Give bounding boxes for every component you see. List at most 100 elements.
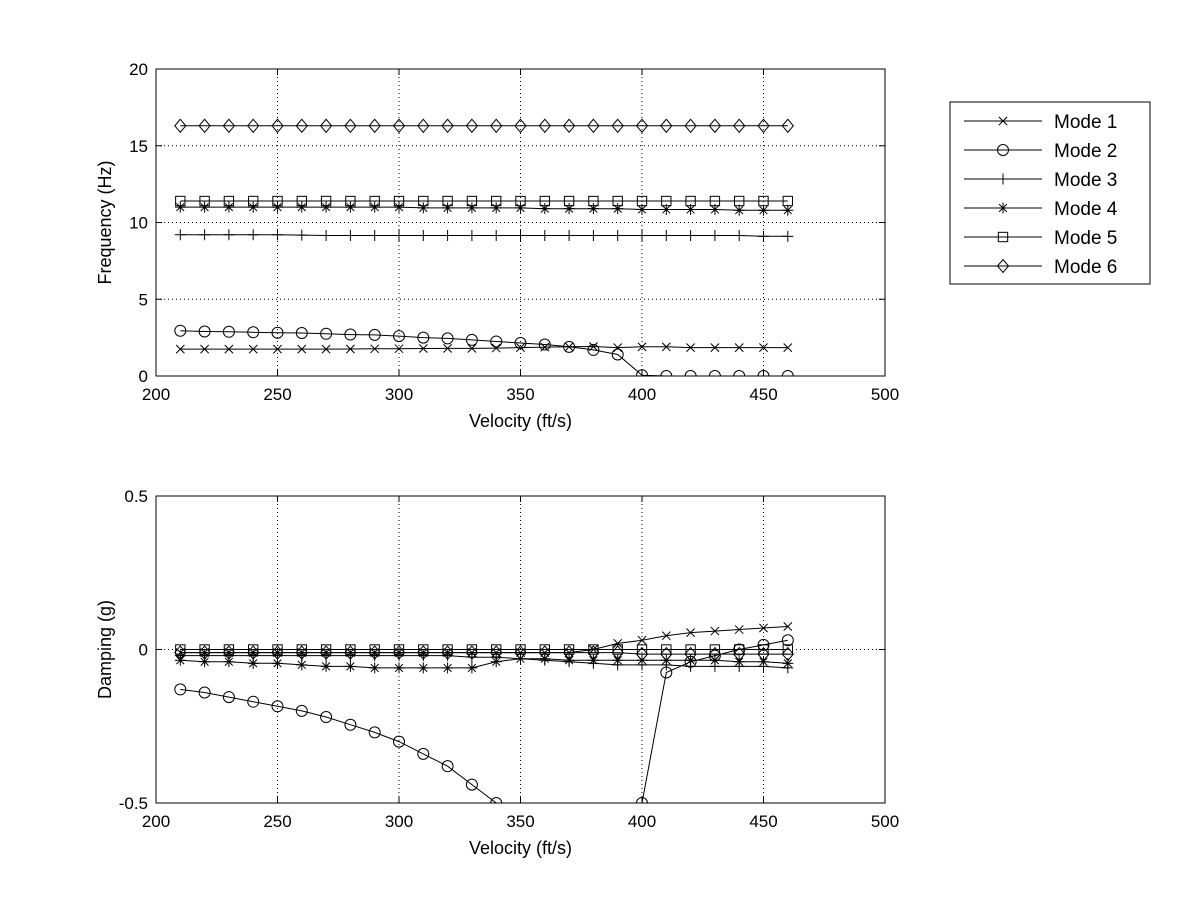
y-tick-label: 15 <box>129 137 148 156</box>
x-tick-label: 200 <box>142 385 170 404</box>
data-point <box>248 644 259 655</box>
data-point <box>393 735 405 748</box>
series-mode-5 <box>175 195 793 207</box>
data-point <box>685 230 697 242</box>
data-point <box>710 626 720 636</box>
data-point <box>587 645 600 660</box>
data-point <box>733 656 745 668</box>
series-mode-6 <box>174 645 794 662</box>
data-point <box>417 331 430 344</box>
data-point <box>686 343 696 353</box>
data-point <box>222 118 236 134</box>
data-point <box>685 195 696 207</box>
y-axis-label: Frequency (Hz) <box>95 160 115 284</box>
data-point <box>441 118 454 134</box>
data-point <box>783 343 793 353</box>
data-point <box>635 646 649 662</box>
data-point <box>297 344 307 354</box>
data-point <box>466 202 478 214</box>
data-point <box>612 230 624 242</box>
data-point <box>781 646 794 662</box>
data-point <box>369 195 380 207</box>
data-point <box>247 645 260 660</box>
data-point <box>539 230 551 242</box>
data-point <box>223 195 235 207</box>
data-point <box>490 230 502 242</box>
data-point <box>758 204 769 216</box>
data-point <box>710 343 720 353</box>
data-point <box>733 204 745 216</box>
data-point <box>708 370 721 376</box>
data-point <box>782 230 794 242</box>
data-point <box>514 118 527 134</box>
x-tick-label: 500 <box>871 385 899 404</box>
data-point <box>392 645 406 660</box>
data-point <box>368 726 381 739</box>
data-point <box>636 230 648 242</box>
data-point <box>660 118 673 134</box>
data-point <box>222 645 236 660</box>
legend-marker <box>997 231 1009 243</box>
data-point <box>637 342 647 352</box>
data-point <box>635 118 649 134</box>
y-tick-label: 10 <box>129 214 148 233</box>
data-point <box>223 229 235 241</box>
data-point <box>587 230 599 242</box>
data-point <box>442 195 453 207</box>
data-point <box>709 230 721 242</box>
data-point <box>660 203 672 215</box>
axes-frame <box>155 495 886 804</box>
data-point <box>272 195 283 207</box>
data-point <box>344 230 356 242</box>
x-tick-label: 400 <box>628 385 656 404</box>
data-point <box>781 634 794 647</box>
x-tick-label: 300 <box>385 812 413 831</box>
data-point <box>272 657 283 669</box>
data-point <box>295 327 308 340</box>
legend-marker <box>997 202 1009 214</box>
data-point <box>393 644 405 655</box>
data-point <box>661 631 671 641</box>
legend-label: Mode 1 <box>1054 112 1117 133</box>
data-point <box>271 645 284 660</box>
data-point <box>758 230 769 242</box>
data-point <box>320 230 332 242</box>
series-mode-4 <box>174 653 794 674</box>
data-point <box>515 195 526 207</box>
data-point <box>295 118 308 134</box>
data-point <box>174 229 186 241</box>
data-point <box>271 700 284 713</box>
x-axis-label: Velocity (ft/s) <box>469 838 572 858</box>
legend-label: Mode 6 <box>1054 257 1117 278</box>
data-point <box>198 686 211 699</box>
data-point <box>247 657 259 669</box>
data-point <box>588 195 599 207</box>
data-point <box>539 644 550 655</box>
data-point <box>223 656 235 668</box>
data-point <box>562 118 576 134</box>
data-point <box>344 118 357 134</box>
x-tick-label: 250 <box>263 385 291 404</box>
data-point <box>538 338 551 351</box>
data-point <box>247 118 260 134</box>
data-point <box>465 645 479 660</box>
data-point <box>466 662 478 674</box>
data-point <box>344 645 357 660</box>
data-point <box>611 348 624 361</box>
data-point <box>417 747 430 760</box>
data-point <box>612 654 624 666</box>
data-point <box>442 662 454 674</box>
data-point <box>782 204 794 216</box>
series-mode-6 <box>174 118 794 134</box>
legend-label: Mode 5 <box>1054 228 1117 249</box>
data-point <box>563 340 576 353</box>
data-point <box>393 662 405 674</box>
bottom-plot: 200 250 300 350 400 450 500 -0.5 0 0.5 Velocity (f… <box>95 487 899 858</box>
data-point <box>417 230 429 242</box>
x-tick-label: 400 <box>628 812 656 831</box>
series-line <box>180 345 788 350</box>
data-point <box>636 797 648 803</box>
data-point <box>733 646 746 662</box>
data-point <box>490 202 502 214</box>
axes-frame <box>155 68 886 377</box>
